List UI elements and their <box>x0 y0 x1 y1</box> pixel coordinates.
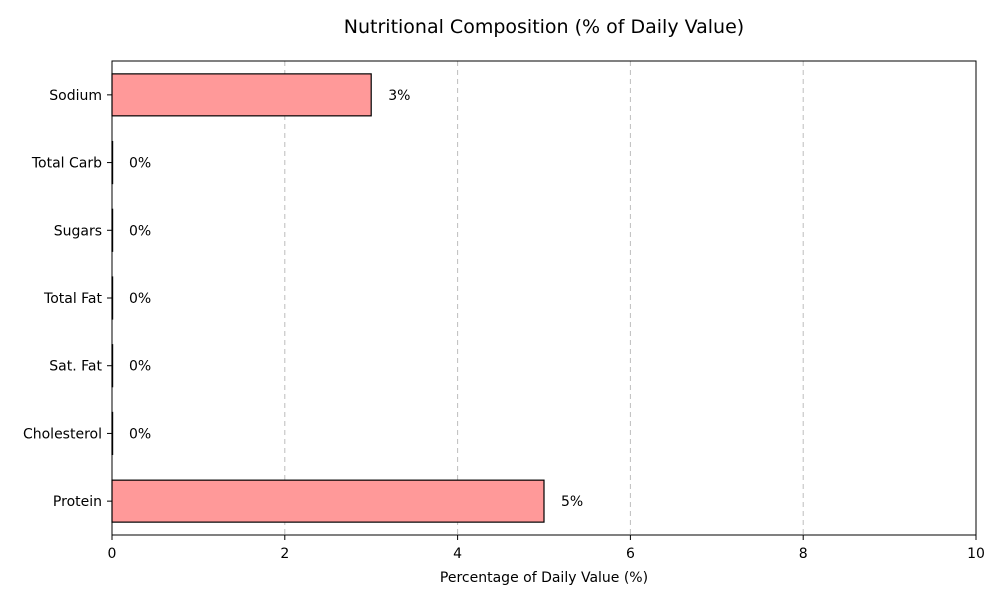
data-label: 0% <box>129 156 151 172</box>
data-label: 0% <box>129 291 151 307</box>
x-tick-label: 2 <box>280 546 289 562</box>
data-labels: 3% 0% 0% 0% 0% 0% 5% <box>129 88 583 510</box>
y-tick-label: Protein <box>53 494 102 510</box>
grid-lines <box>284 61 804 535</box>
x-tick-label: 8 <box>799 546 808 562</box>
bars <box>111 73 545 523</box>
x-tick-label: 6 <box>626 546 635 562</box>
data-label: 5% <box>561 494 583 510</box>
data-label: 0% <box>129 223 151 239</box>
y-tick-label: Cholesterol <box>23 426 102 442</box>
x-tick-label: 4 <box>453 546 462 562</box>
data-label: 0% <box>129 359 151 375</box>
data-label: 0% <box>129 426 151 442</box>
chart-title: Nutritional Composition (% of Daily Valu… <box>344 16 744 38</box>
y-tick-label: Total Fat <box>43 291 102 307</box>
y-tick-label: Sugars <box>54 223 102 239</box>
x-axis: 0 2 4 6 8 10 <box>108 535 985 562</box>
x-axis-label: Percentage of Daily Value (%) <box>440 570 648 586</box>
y-axis: Sodium Total Carb Sugars Total Fat Sat. Fat C… <box>23 88 112 510</box>
x-tick-label: 10 <box>967 546 985 562</box>
y-tick-label: Sat. Fat <box>49 359 102 375</box>
x-tick-label: 0 <box>108 546 117 562</box>
plot-frame <box>111 60 977 536</box>
y-tick-label: Total Carb <box>31 156 102 172</box>
data-label: 3% <box>388 88 410 104</box>
bar-protein <box>111 479 545 523</box>
y-tick-label: Sodium <box>49 88 102 104</box>
bar-sodium <box>111 73 372 117</box>
